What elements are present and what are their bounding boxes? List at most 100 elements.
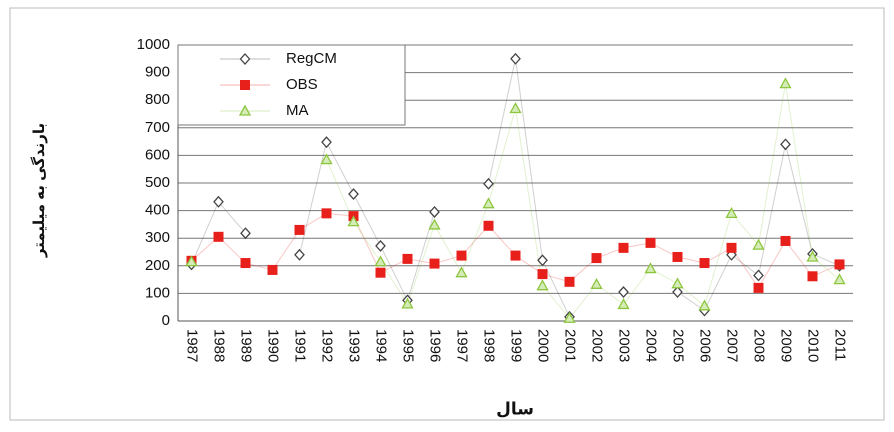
data-point	[807, 271, 818, 282]
legend-marker	[238, 104, 252, 116]
legend-label: RegCM	[286, 50, 337, 67]
data-point	[645, 237, 656, 248]
x-tick-label: 2004	[643, 329, 660, 362]
data-point	[806, 250, 819, 262]
x-tick-label: 2003	[616, 329, 633, 362]
x-tick-label: 1996	[427, 329, 444, 362]
y-tick-label: 800	[145, 91, 170, 108]
data-point	[267, 264, 278, 275]
series-line	[326, 83, 840, 320]
data-point	[537, 269, 548, 280]
y-tick-label: 1000	[137, 36, 170, 53]
data-point	[753, 282, 764, 293]
legend-marker	[240, 80, 250, 90]
x-tick-label: 2011	[832, 329, 849, 361]
x-tick-label: 2006	[697, 329, 714, 362]
data-point	[401, 297, 414, 309]
legend-label: MA	[286, 102, 309, 119]
data-point	[213, 195, 224, 208]
data-point	[590, 277, 603, 289]
data-point	[510, 250, 521, 261]
data-point	[455, 266, 468, 278]
data-point	[374, 255, 387, 267]
x-tick-label: 2000	[535, 329, 552, 362]
y-tick-label: 100	[145, 284, 170, 301]
y-tick-label: 900	[145, 64, 170, 81]
data-point	[348, 188, 359, 201]
x-tick-label: 1990	[265, 329, 282, 362]
data-point	[321, 208, 332, 219]
data-point	[672, 251, 683, 262]
data-point	[536, 279, 549, 291]
data-point	[429, 206, 440, 218]
data-point	[671, 277, 684, 289]
data-point	[618, 286, 629, 298]
data-point	[456, 250, 467, 261]
data-point	[780, 138, 791, 151]
data-point	[483, 220, 494, 231]
data-point	[617, 298, 630, 310]
data-point	[618, 242, 629, 253]
x-tick-label: 1991	[292, 329, 309, 362]
x-tick-label: 2010	[805, 329, 822, 362]
y-tick-label: 200	[145, 257, 170, 274]
x-tick-label: 1993	[346, 329, 363, 362]
data-point	[483, 177, 494, 190]
data-point	[834, 259, 845, 270]
y-axis-title: بارندگی به میلیمتر	[30, 123, 48, 258]
data-point	[699, 258, 710, 269]
data-point	[833, 273, 846, 285]
data-point	[779, 77, 792, 89]
x-tick-label: 1999	[508, 329, 525, 362]
x-tick-label: 1989	[238, 329, 255, 362]
legend-box	[177, 44, 406, 126]
x-tick-label: 2005	[670, 329, 687, 362]
data-point	[185, 255, 198, 267]
data-point	[482, 197, 495, 209]
data-point	[726, 242, 737, 253]
data-point	[402, 253, 413, 264]
y-tick-label: 700	[145, 119, 170, 136]
data-point	[213, 231, 224, 242]
data-point	[509, 102, 522, 114]
y-tick-label: 600	[145, 146, 170, 163]
data-point	[240, 227, 251, 240]
x-tick-label: 2007	[724, 329, 741, 362]
x-tick-label: 1997	[454, 329, 471, 362]
x-tick-label: 2002	[589, 329, 606, 362]
data-point	[591, 253, 602, 264]
frame	[9, 7, 885, 421]
x-axis-title: سال	[496, 399, 534, 418]
data-point	[698, 299, 711, 311]
data-point	[510, 52, 521, 65]
x-tick-label: 1994	[373, 329, 390, 362]
data-point	[752, 238, 765, 250]
data-point	[429, 258, 440, 269]
data-point	[753, 269, 764, 282]
data-point	[321, 136, 332, 149]
data-point	[537, 254, 548, 267]
y-tick-label: 0	[162, 312, 170, 329]
x-tick-label: 2008	[751, 329, 768, 362]
y-tick-label: 400	[145, 202, 170, 219]
x-tick-label: 1987	[184, 329, 201, 362]
x-tick-label: 1988	[211, 329, 228, 362]
data-point	[375, 267, 386, 278]
data-point	[428, 218, 441, 230]
data-point	[725, 207, 738, 219]
legend-marker	[239, 53, 251, 65]
data-point	[564, 276, 575, 287]
data-point	[780, 235, 791, 246]
data-point	[240, 258, 251, 269]
x-tick-label: 1992	[319, 329, 336, 362]
x-tick-label: 2009	[778, 329, 795, 362]
data-point	[347, 215, 360, 227]
x-tick-label: 1998	[481, 329, 498, 362]
data-point	[294, 224, 305, 235]
x-tick-label: 1995	[400, 329, 417, 362]
data-point	[375, 239, 386, 252]
data-point	[294, 248, 305, 261]
legend-label: OBS	[286, 76, 318, 93]
data-point	[563, 311, 576, 323]
